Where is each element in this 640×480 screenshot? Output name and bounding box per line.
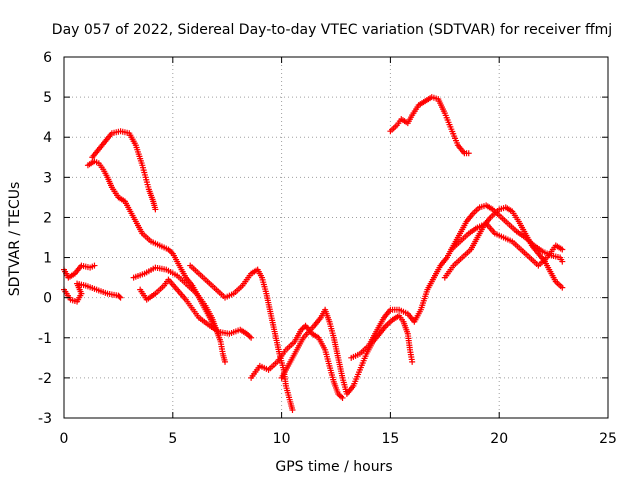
series-arc-3	[84, 158, 222, 337]
data-point	[559, 246, 566, 253]
series-arc-10	[348, 202, 566, 361]
tick-labels: 0 5 10 15 20 25 -3 -2 -1 0 1 2 3 4 5 6	[38, 50, 617, 447]
data-point	[465, 150, 472, 157]
x-tick-label: 20	[490, 431, 508, 447]
series-arc-5	[130, 264, 229, 365]
x-tick-label: 0	[60, 431, 69, 447]
y-tick-label: -2	[38, 371, 52, 387]
y-tick-label: 5	[43, 90, 52, 106]
data-point	[289, 406, 296, 413]
y-tick-label: -1	[38, 331, 52, 347]
data-point	[248, 334, 255, 341]
series-arc-13	[387, 94, 472, 157]
y-tick-label: 4	[43, 130, 52, 146]
data-point	[116, 293, 123, 300]
data-point	[409, 358, 416, 365]
data-point	[117, 294, 124, 301]
y-tick-label: 0	[43, 291, 52, 307]
y-tick-label: 3	[43, 170, 52, 186]
series-arc-2	[61, 280, 124, 305]
y-tick-label: 1	[43, 251, 52, 267]
y-tick-label: -3	[38, 411, 52, 427]
x-tick-label: 10	[273, 431, 291, 447]
series-arc-6	[137, 276, 255, 341]
series-arc-9	[278, 306, 416, 397]
data-point	[339, 394, 346, 401]
data-point	[559, 284, 566, 291]
data-point	[559, 258, 566, 265]
chart-title: Day 057 of 2022, Sidereal Day-to-day VTE…	[52, 22, 612, 38]
series-arc-8	[248, 322, 346, 401]
data-point	[222, 358, 229, 365]
x-tick-label: 5	[168, 431, 177, 447]
data-points	[61, 94, 566, 413]
data-point	[152, 206, 159, 213]
series-arc-7	[187, 262, 296, 413]
axis-ticks	[63, 56, 609, 419]
data-point	[91, 262, 98, 269]
plot-border	[63, 56, 609, 419]
series-arc-1	[61, 262, 98, 281]
y-axis-label: SDTVAR / TECUs	[7, 182, 23, 297]
series-arc-4	[89, 128, 159, 213]
y-tick-label: 2	[43, 210, 52, 226]
x-axis-label: GPS time / hours	[275, 459, 392, 475]
y-tick-label: 6	[43, 50, 52, 66]
series-arc-12	[448, 220, 566, 269]
x-tick-label: 15	[381, 431, 399, 447]
x-tick-label: 25	[599, 431, 617, 447]
